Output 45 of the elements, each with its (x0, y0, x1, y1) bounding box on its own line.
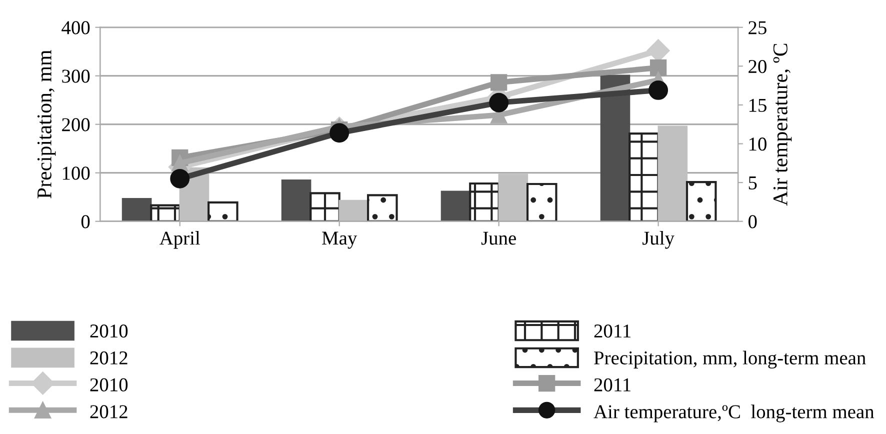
legend-label: 2010 (90, 324, 128, 338)
bar (281, 180, 312, 222)
bar (628, 132, 660, 222)
y2-tick-label: 15 (749, 98, 766, 112)
point (330, 123, 350, 143)
legend-label: 2011 (594, 324, 630, 338)
bar (367, 194, 398, 222)
point (648, 80, 668, 100)
x-tick-label: June (481, 232, 516, 245)
bar (498, 174, 528, 222)
y2-tick-label: 25 (748, 21, 766, 34)
bar (310, 192, 340, 222)
bar (208, 201, 238, 222)
x-tick-label: April (160, 231, 200, 249)
y-tick-label: 100 (62, 166, 90, 180)
legend-label: 2012 (90, 351, 128, 364)
bar (658, 126, 688, 222)
y-tick-label: 0 (81, 215, 90, 228)
y-axis-title: Precipitation, mm (37, 50, 56, 198)
point (650, 59, 667, 76)
y2-axis-title: Air temperature, ºC (773, 44, 792, 206)
y2-tick-label: 20 (748, 60, 766, 74)
y2-tick-label: 10 (749, 138, 766, 151)
bar (526, 182, 558, 222)
bar (338, 200, 369, 222)
legend-label: 2012 (90, 405, 128, 418)
x-tick-label: May (322, 232, 358, 249)
y2-tick-label: 5 (748, 176, 757, 190)
point (490, 74, 508, 91)
bar (440, 190, 471, 222)
legend-label: 2010 (90, 378, 128, 392)
legend-label: 2011 (594, 378, 630, 392)
point (489, 92, 509, 112)
point (170, 168, 190, 188)
y-tick-label: 300 (62, 70, 90, 83)
y-tick-label: 400 (62, 21, 90, 34)
bar (469, 182, 500, 222)
legend-label: Precipitation, mm, long-term mean (594, 350, 866, 368)
bar (122, 198, 152, 222)
x-tick-label: July (642, 231, 674, 249)
y2-tick-label: 0 (748, 215, 757, 228)
y-tick-label: 200 (62, 118, 90, 132)
legend-label: Air temperature,ºC long-term mean (594, 404, 874, 422)
bar (150, 204, 181, 222)
bar (686, 181, 717, 222)
